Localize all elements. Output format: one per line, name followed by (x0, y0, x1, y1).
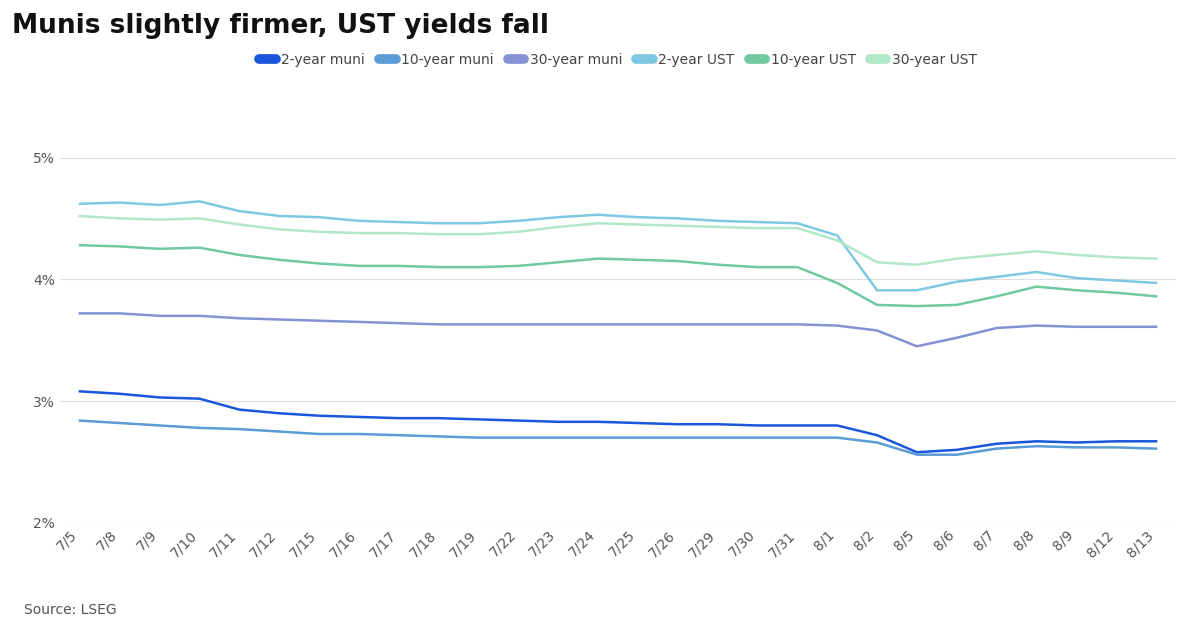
Text: Munis slightly firmer, UST yields fall: Munis slightly firmer, UST yields fall (12, 13, 550, 38)
Text: Source: LSEG: Source: LSEG (24, 604, 116, 617)
Legend: 2-year muni, 10-year muni, 30-year muni, 2-year UST, 10-year UST, 30-year UST: 2-year muni, 10-year muni, 30-year muni,… (253, 47, 983, 72)
